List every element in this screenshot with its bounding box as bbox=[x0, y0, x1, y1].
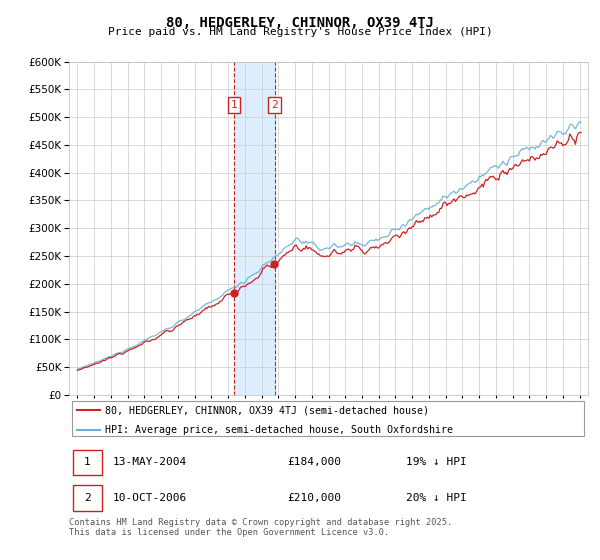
FancyBboxPatch shape bbox=[73, 450, 101, 475]
Text: 80, HEDGERLEY, CHINNOR, OX39 4TJ (semi-detached house): 80, HEDGERLEY, CHINNOR, OX39 4TJ (semi-d… bbox=[106, 405, 430, 415]
FancyBboxPatch shape bbox=[71, 402, 584, 436]
Text: Price paid vs. HM Land Registry's House Price Index (HPI): Price paid vs. HM Land Registry's House … bbox=[107, 27, 493, 37]
Text: 19% ↓ HPI: 19% ↓ HPI bbox=[406, 458, 467, 468]
Text: 10-OCT-2006: 10-OCT-2006 bbox=[113, 493, 187, 503]
Text: 20% ↓ HPI: 20% ↓ HPI bbox=[406, 493, 467, 503]
Text: Contains HM Land Registry data © Crown copyright and database right 2025.
This d: Contains HM Land Registry data © Crown c… bbox=[69, 518, 452, 538]
Text: 2: 2 bbox=[271, 100, 278, 110]
Text: 1: 1 bbox=[231, 100, 238, 110]
Text: 13-MAY-2004: 13-MAY-2004 bbox=[113, 458, 187, 468]
Text: 2: 2 bbox=[84, 493, 91, 503]
Text: £210,000: £210,000 bbox=[287, 493, 341, 503]
Bar bbox=[234, 62, 275, 395]
Text: HPI: Average price, semi-detached house, South Oxfordshire: HPI: Average price, semi-detached house,… bbox=[106, 424, 454, 435]
Text: 80, HEDGERLEY, CHINNOR, OX39 4TJ: 80, HEDGERLEY, CHINNOR, OX39 4TJ bbox=[166, 16, 434, 30]
FancyBboxPatch shape bbox=[73, 486, 101, 511]
Text: £184,000: £184,000 bbox=[287, 458, 341, 468]
Text: 1: 1 bbox=[84, 458, 91, 468]
